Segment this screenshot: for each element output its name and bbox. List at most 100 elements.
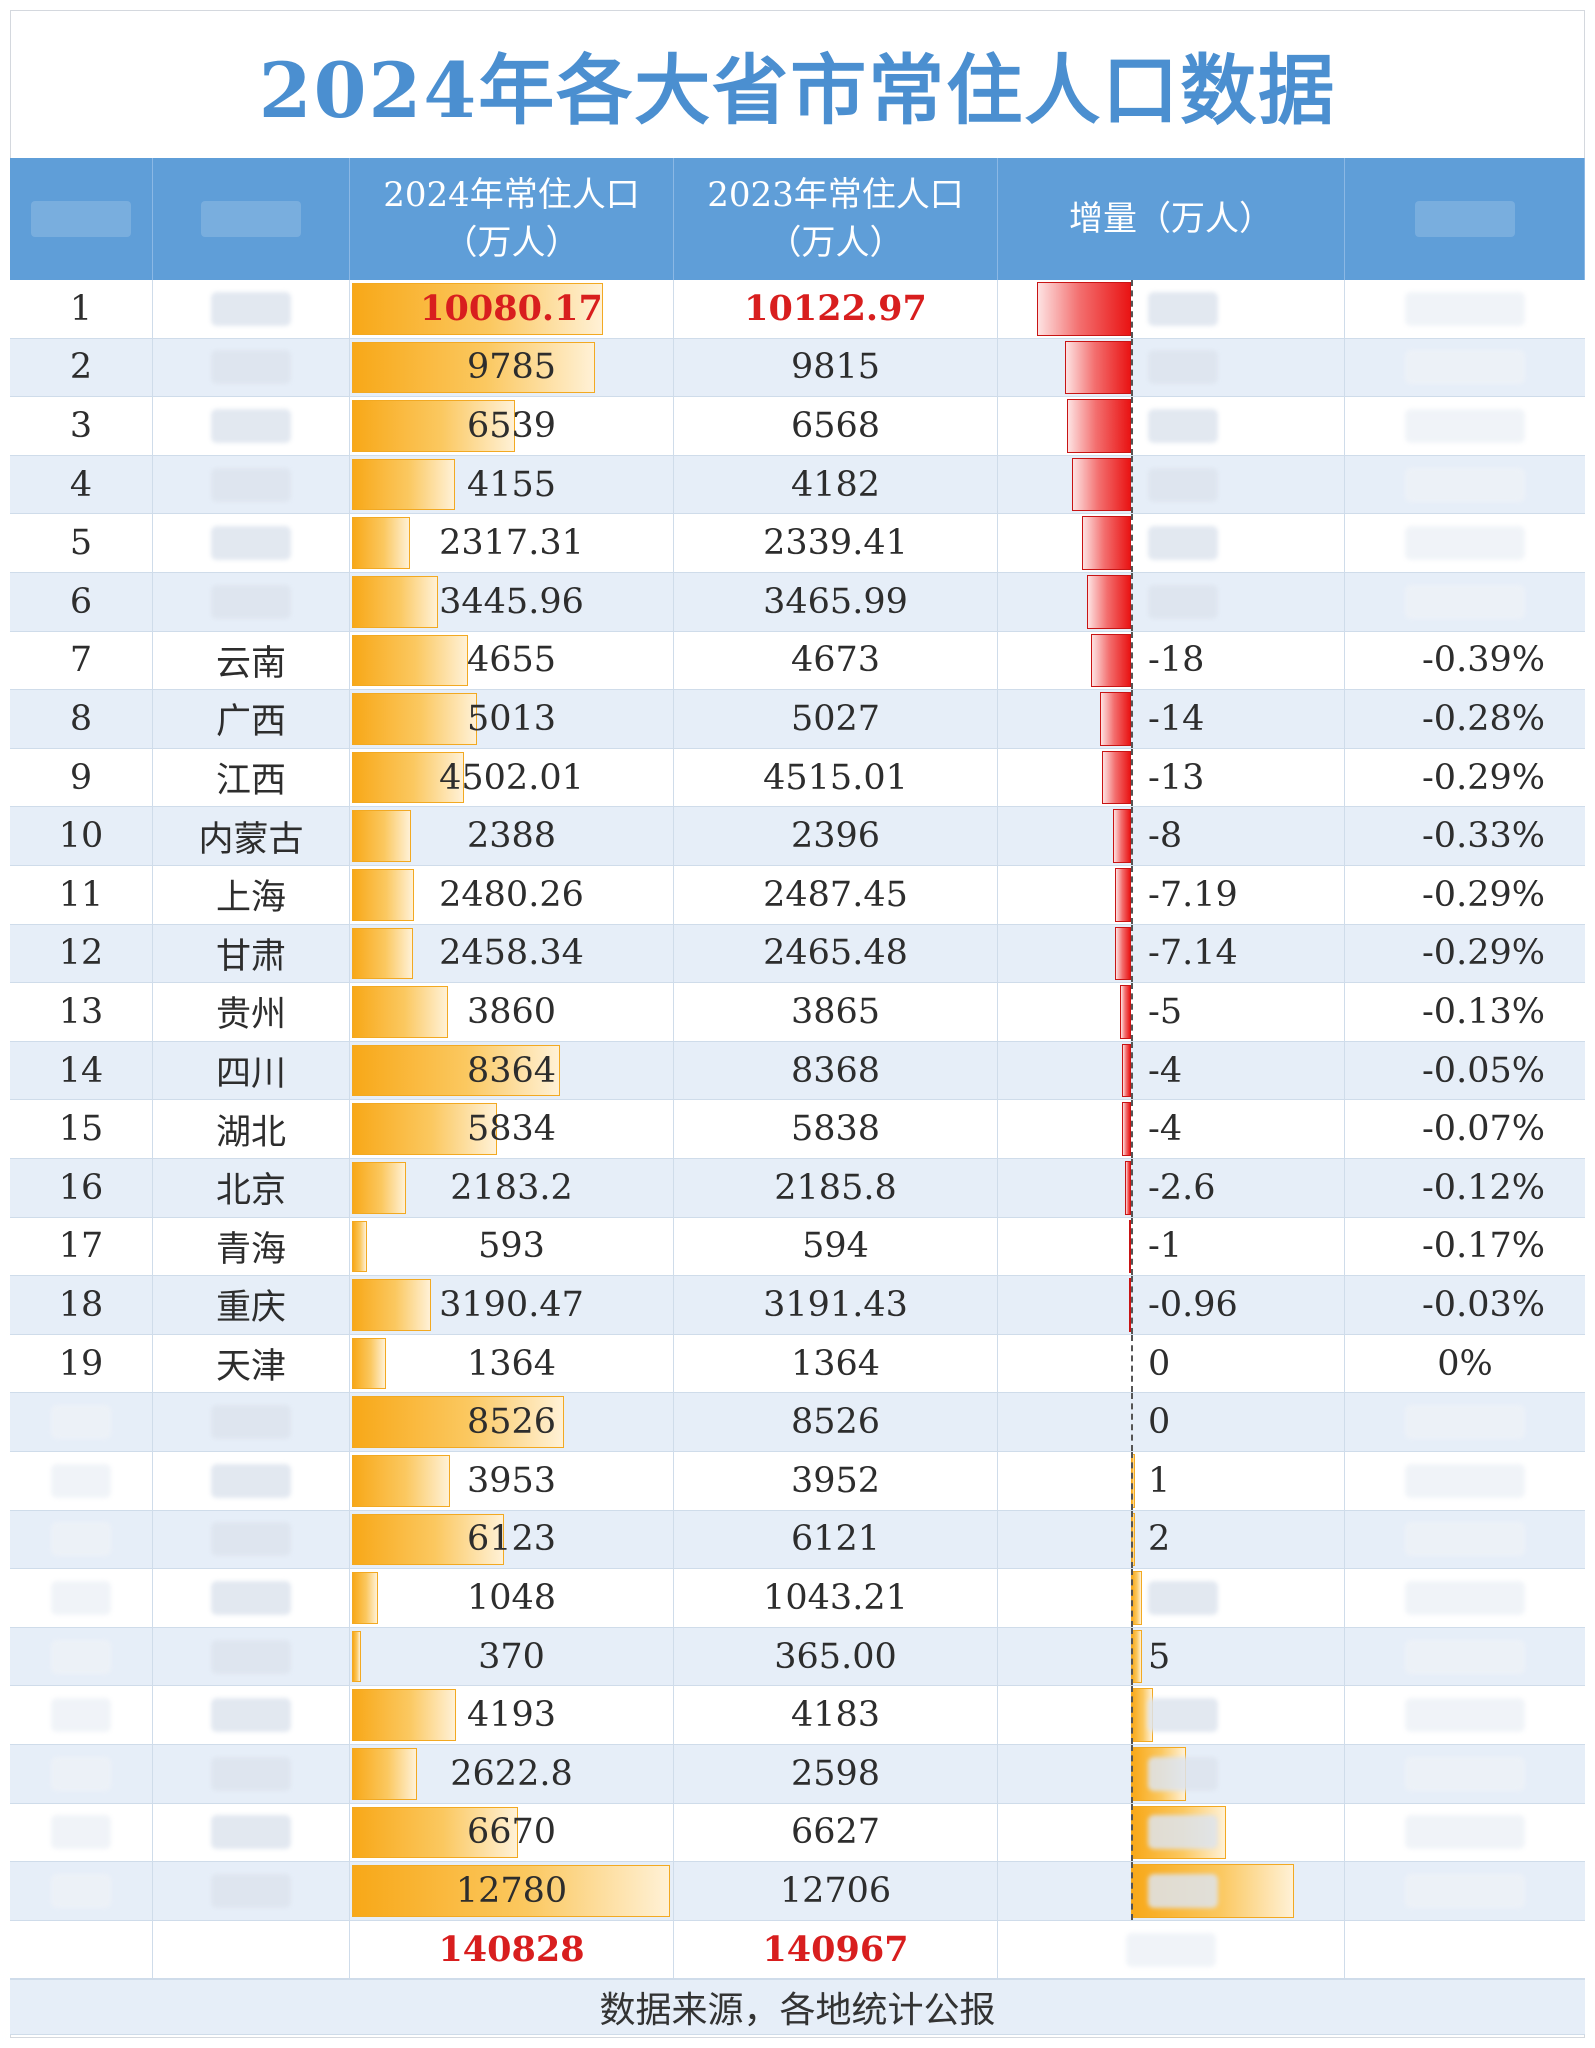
pop-2023-value: 3865 — [790, 991, 881, 1032]
increment-value-wrap — [1148, 339, 1218, 397]
increment-cell: -18 — [998, 631, 1345, 690]
increment-cell: -2.6 — [998, 1159, 1345, 1217]
pop-2024-cell: 5013 — [350, 690, 674, 748]
pop-2023-cell: 4182 — [674, 455, 998, 514]
increment-cell: 1 — [998, 1452, 1345, 1510]
region-cell: 四川 — [153, 1041, 350, 1100]
rank-value: 13 — [58, 991, 104, 1032]
increment-cell: -4 — [998, 1041, 1345, 1100]
region-cell — [153, 514, 350, 572]
pop-2023-cell: 8368 — [674, 1041, 998, 1100]
pop-2024-bar — [352, 1220, 367, 1273]
pop-2024-cell: 3445.96 — [350, 573, 674, 631]
zero-axis-line — [1131, 1627, 1133, 1686]
blurred-region-name — [211, 526, 291, 561]
increment-value-wrap — [1148, 397, 1218, 455]
pop-2023-cell: 4673 — [674, 631, 998, 690]
rank-cell: 18 — [10, 1276, 153, 1334]
zero-axis-line — [1131, 397, 1133, 455]
rank-cell: 19 — [10, 1334, 153, 1393]
zero-axis-line — [1131, 924, 1133, 983]
blurred-header-label — [31, 201, 131, 237]
increment-negative-bar — [1065, 340, 1131, 395]
total-pop-2024: 140828 — [438, 1929, 585, 1971]
pop-2024-value: 2388 — [466, 816, 557, 857]
pop-2024-bar — [352, 634, 468, 687]
pop-2024-bar — [352, 1162, 407, 1214]
table-row: 6123 6121 2 — [10, 1510, 1585, 1570]
pop-2023-cell: 2598 — [674, 1745, 998, 1803]
header-growth-rate — [1345, 158, 1585, 280]
zero-axis-line — [1131, 1217, 1133, 1276]
pop-2024-bar — [352, 1396, 565, 1448]
growth-rate-cell — [1345, 573, 1585, 631]
increment-value-wrap — [1148, 1569, 1218, 1627]
zero-axis-line — [1131, 1452, 1133, 1510]
region-cell: 江西 — [153, 748, 350, 807]
blurred-rank — [51, 1405, 111, 1440]
pop-2023-value: 2598 — [790, 1753, 881, 1794]
region-name: 上海 — [215, 878, 286, 919]
pop-2024-value: 3860 — [466, 991, 557, 1032]
zero-axis-line — [1131, 983, 1133, 1041]
region-cell: 湖北 — [153, 1100, 350, 1158]
zero-axis-line — [1131, 1510, 1133, 1569]
region-cell: 青海 — [153, 1217, 350, 1276]
growth-rate-cell — [1345, 339, 1585, 397]
increment-value-wrap: -7.14 — [1148, 925, 1238, 983]
blurred-growth-rate — [1405, 1873, 1525, 1908]
growth-rate-cell — [1345, 1511, 1585, 1569]
pop-2024-cell: 3860 — [350, 983, 674, 1041]
table-row: 12780 12706 — [10, 1862, 1585, 1921]
increment-value: -5 — [1148, 991, 1183, 1032]
growth-rate-value: 0% — [1437, 1343, 1493, 1384]
pop-2024-bar — [352, 1572, 379, 1624]
pop-2023-cell: 10122.97 — [674, 280, 998, 338]
pop-2024-cell: 6539 — [350, 397, 674, 455]
increment-value: 0 — [1148, 1343, 1171, 1384]
rank-value: 19 — [58, 1343, 104, 1384]
blurred-growth-rate — [1405, 408, 1525, 443]
rank-value: 7 — [69, 640, 93, 681]
region-cell — [153, 1745, 350, 1803]
growth-rate-cell: -0.07% — [1345, 1100, 1585, 1158]
blurred-growth-rate — [1405, 467, 1525, 502]
pop-2023-value: 8526 — [790, 1402, 881, 1443]
pop-2023-cell: 4515.01 — [674, 748, 998, 807]
table-row: 3953 3952 1 — [10, 1452, 1585, 1511]
rank-cell: 12 — [10, 924, 153, 983]
growth-rate-value: -0.28% — [1421, 698, 1545, 739]
pop-2024-cell: 3190.47 — [350, 1276, 674, 1334]
pop-2024-value: 4502.01 — [439, 757, 584, 798]
pop-2023-value: 3952 — [790, 1460, 881, 1501]
increment-value-wrap: 1 — [1148, 1452, 1170, 1510]
pop-2024-bar — [352, 1279, 432, 1331]
increment-value: -2.6 — [1148, 1167, 1216, 1208]
table-row: 2 9785 9815 — [10, 338, 1585, 398]
increment-value-wrap — [1148, 1686, 1218, 1744]
blurred-growth-rate — [1405, 1698, 1525, 1733]
increment-cell: 5 — [998, 1627, 1345, 1686]
region-cell — [153, 1452, 350, 1510]
pop-2024-bar — [352, 1689, 457, 1741]
pop-2023-value: 4182 — [790, 464, 881, 505]
zero-axis-line — [1131, 1393, 1133, 1451]
pop-2023-cell: 365.00 — [674, 1627, 998, 1686]
region-cell: 广西 — [153, 690, 350, 748]
totals-rate-cell — [1345, 1921, 1585, 1979]
growth-rate-value: -0.17% — [1421, 1226, 1545, 1267]
header-pop-2024-line2: （万人） — [443, 223, 580, 263]
blurred-rank — [51, 1580, 111, 1615]
blurred-increment — [1148, 350, 1218, 385]
zero-axis-line — [1131, 690, 1133, 748]
region-cell — [153, 455, 350, 514]
increment-value-wrap — [1148, 1804, 1218, 1862]
increment-value-wrap — [1148, 280, 1218, 338]
table-row: 370 365.00 5 — [10, 1627, 1585, 1687]
rank-value: 18 — [58, 1284, 104, 1325]
totals-rank-cell — [10, 1920, 153, 1979]
rank-value: 3 — [69, 405, 93, 446]
table-row: 15 湖北 5834 5838 -4 -0.07% — [10, 1100, 1585, 1159]
pop-2023-cell: 2396 — [674, 807, 998, 865]
growth-rate-value: -0.29% — [1421, 874, 1545, 915]
